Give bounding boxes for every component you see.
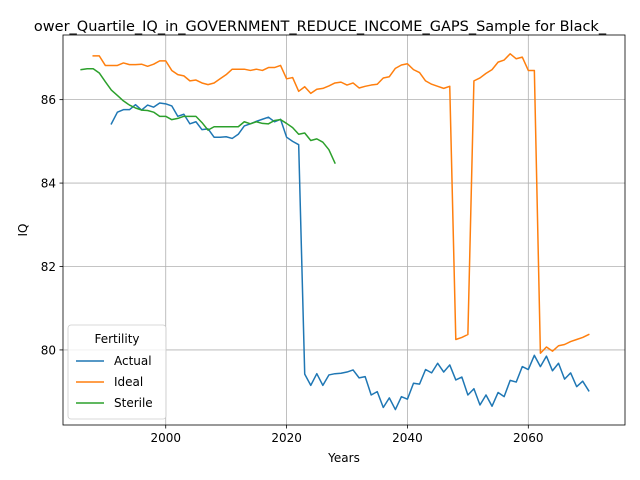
legend-label-sterile: Sterile: [114, 396, 153, 410]
x-tick-label: 2040: [392, 431, 423, 445]
y-tick-label: 86: [41, 93, 56, 107]
legend-label-ideal: Ideal: [114, 375, 143, 389]
series-line-actual: [110, 102, 590, 411]
axis-ticks: 2000 2020 2040 2060 80 82 84 86: [41, 93, 544, 445]
series-line-sterile: [80, 68, 336, 165]
y-tick-label: 84: [41, 177, 56, 191]
series-line-ideal: [92, 53, 590, 355]
legend: Fertility Actual Ideal Sterile: [67, 324, 167, 420]
chart-title: ower_Quartile_IQ_in_GOVERNMENT_REDUCE_IN…: [34, 19, 607, 35]
x-tick-label: 2000: [150, 431, 181, 445]
plot-frame: [62, 34, 626, 426]
x-axis-label: Years: [327, 451, 360, 465]
y-tick-label: 82: [41, 260, 56, 274]
y-tick-label: 80: [41, 343, 56, 357]
series-lines: [80, 53, 590, 411]
legend-label-actual: Actual: [114, 354, 152, 368]
legend-title: Fertility: [94, 332, 139, 346]
legend-box: [67, 324, 167, 420]
y-axis-label: IQ: [16, 224, 30, 237]
x-tick-label: 2060: [513, 431, 544, 445]
grid-lines: [63, 35, 625, 425]
x-tick-label: 2020: [271, 431, 302, 445]
